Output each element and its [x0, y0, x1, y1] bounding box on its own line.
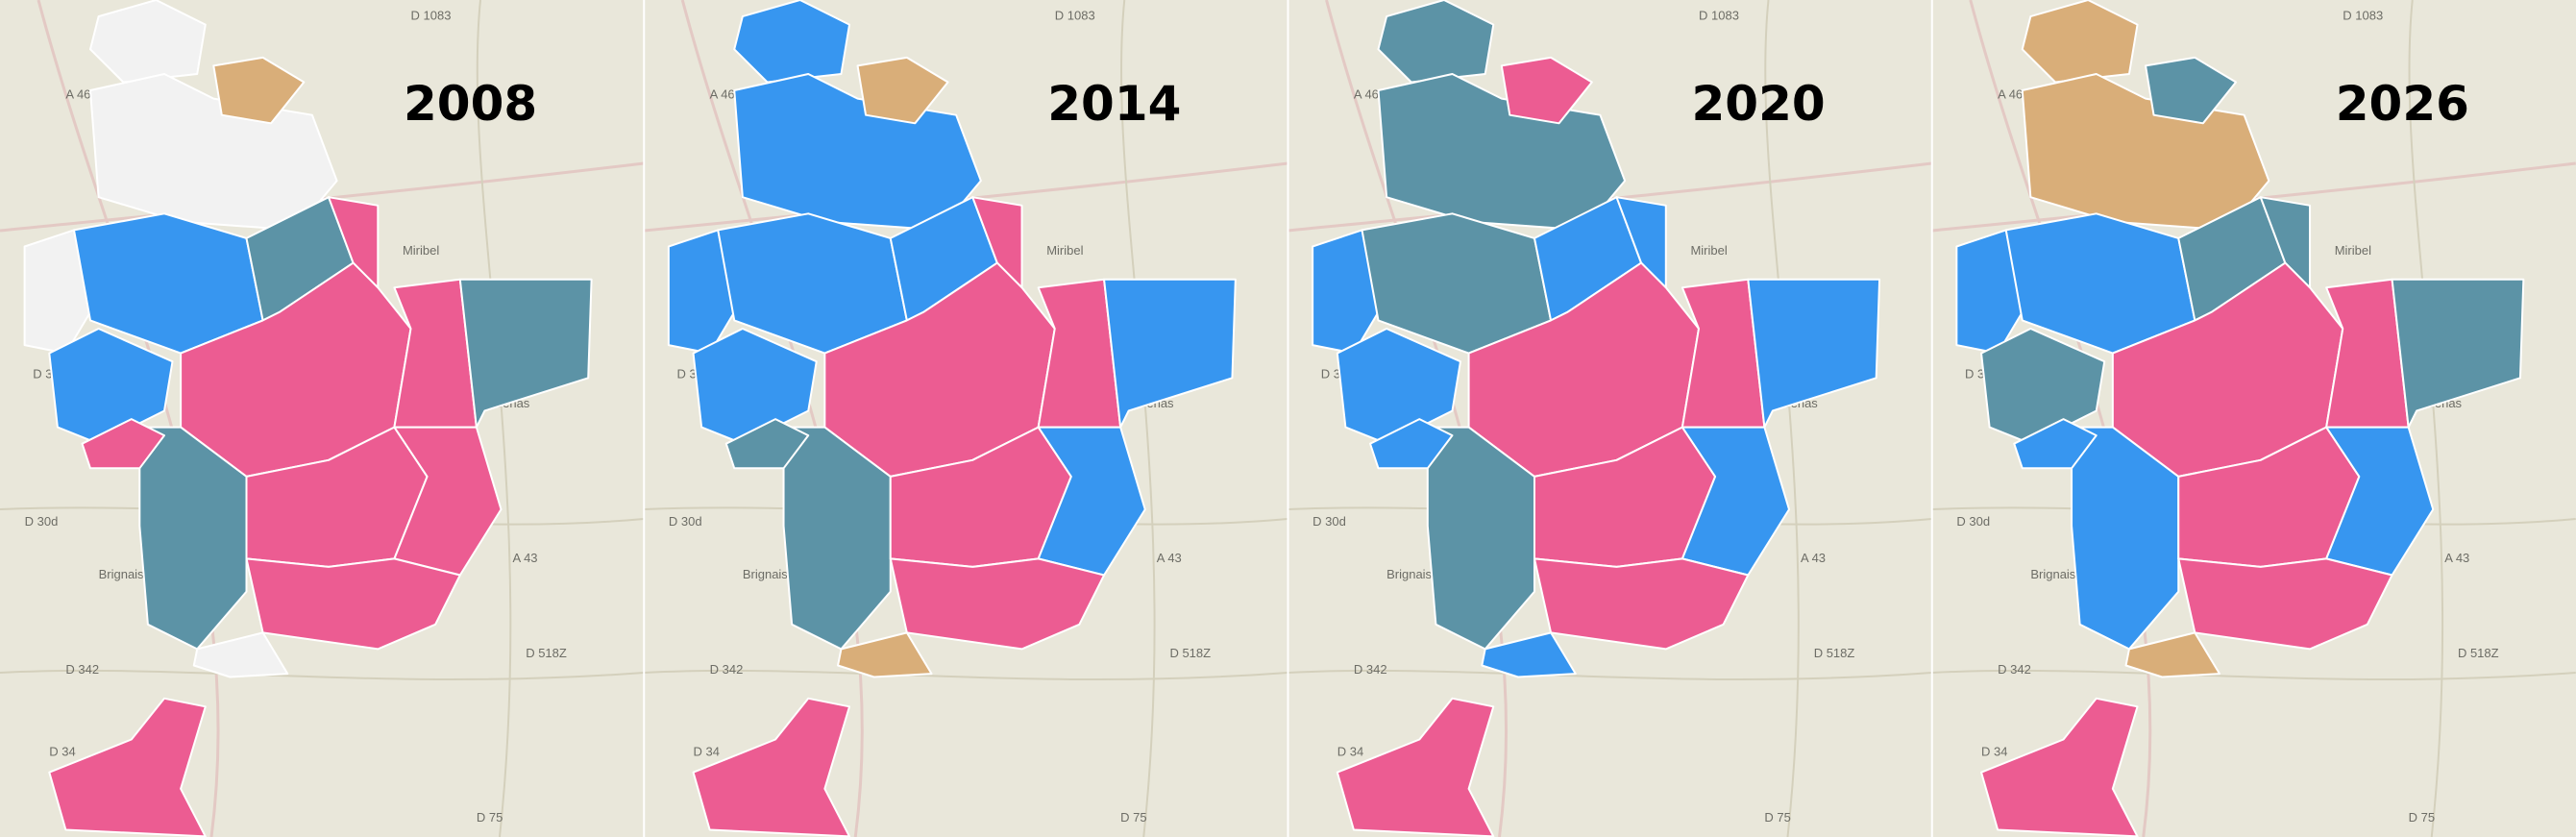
commune-region: [667, 229, 736, 355]
road: [1325, 0, 1509, 837]
road: [37, 0, 220, 837]
commune-region: [782, 426, 892, 651]
commune-region: [23, 229, 91, 355]
commune-region: [1369, 418, 1454, 470]
map-label: D 518Z: [526, 646, 567, 660]
commune-region: [138, 426, 248, 651]
commune-region: [1500, 56, 1593, 125]
map-label: Brignais: [1386, 567, 1432, 581]
year-label: 2008: [404, 76, 537, 132]
map-label: D 1083: [2343, 9, 2383, 23]
commune-region: [1533, 557, 1750, 651]
commune-region: [245, 557, 461, 651]
commune-region: [2391, 278, 2525, 429]
commune-region: [2145, 56, 2238, 125]
road: [680, 0, 864, 837]
map-label: D 1083: [411, 9, 452, 23]
map-label: D 75: [1120, 810, 1146, 825]
commune-region: [692, 328, 818, 445]
commune-region: [48, 697, 207, 837]
map-label: Brignais: [99, 567, 144, 581]
map-label: D 518Z: [2458, 646, 2499, 660]
commune-region: [856, 56, 949, 125]
commune-region: [1312, 229, 1380, 355]
commune-region: [2021, 0, 2139, 84]
commune-region: [2071, 426, 2180, 651]
map-label: D 75: [477, 810, 503, 825]
map-label: D 34: [49, 745, 75, 759]
map-label: D 342: [1354, 662, 1387, 677]
map-label: D 342: [1998, 662, 2031, 677]
commune-region: [837, 631, 933, 678]
map-label: D 1083: [1055, 9, 1095, 23]
year-label: 2014: [1047, 76, 1181, 132]
commune-region: [692, 697, 851, 837]
year-label: 2020: [1692, 76, 1826, 132]
map-label: D 1083: [1699, 9, 1739, 23]
map-label: D 30d: [1956, 514, 1990, 529]
map-label: D 30d: [1313, 514, 1346, 529]
map-label: A 43: [1157, 551, 1182, 565]
road: [1931, 669, 2576, 681]
commune-region: [2177, 557, 2393, 651]
map-label: D 518Z: [1814, 646, 1855, 660]
map-label: Miribel: [2335, 243, 2371, 258]
commune-region: [212, 56, 306, 125]
map-label: D 30d: [669, 514, 702, 529]
map-label: D 342: [65, 662, 99, 677]
commune-region: [889, 557, 1106, 651]
map-label: A 43: [2444, 551, 2469, 565]
road: [1969, 0, 2152, 837]
map-label: Brignais: [2030, 567, 2075, 581]
commune-region: [1980, 328, 2106, 445]
map-label: Miribel: [1690, 243, 1727, 258]
commune-region: [1426, 426, 1535, 651]
map-label: A 43: [1801, 551, 1826, 565]
road: [1288, 669, 1932, 681]
map-label: D 342: [710, 662, 744, 677]
commune-region: [2013, 418, 2098, 470]
map-label: D 75: [1764, 810, 1790, 825]
commune-region: [733, 0, 851, 84]
commune-region: [1955, 229, 2024, 355]
commune-region: [1103, 278, 1237, 429]
commune-region: [1980, 697, 2139, 837]
map-label: D 34: [1337, 745, 1363, 759]
year-label: 2026: [2336, 76, 2469, 132]
commune-region: [1336, 328, 1461, 445]
map-label: D 30d: [25, 514, 59, 529]
commune-region: [48, 328, 174, 445]
map-label: D 75: [2409, 810, 2435, 825]
map-label: A 43: [513, 551, 538, 565]
commune-region: [1747, 278, 1881, 429]
map-label: Miribel: [403, 243, 439, 258]
map-label: Miribel: [1046, 243, 1083, 258]
commune-region: [1377, 0, 1495, 84]
map-label: Brignais: [743, 567, 788, 581]
commune-region: [724, 418, 810, 470]
map-label: D 34: [1981, 745, 2007, 759]
commune-region: [192, 631, 289, 678]
map-label: D 518Z: [1169, 646, 1211, 660]
road: [644, 669, 1288, 681]
commune-region: [458, 278, 593, 429]
commune-region: [81, 418, 165, 470]
road: [0, 669, 645, 681]
commune-region: [1336, 697, 1495, 837]
commune-region: [1481, 631, 1577, 678]
commune-region: [89, 0, 207, 84]
map-label: D 34: [694, 745, 720, 759]
commune-region: [2124, 631, 2221, 678]
